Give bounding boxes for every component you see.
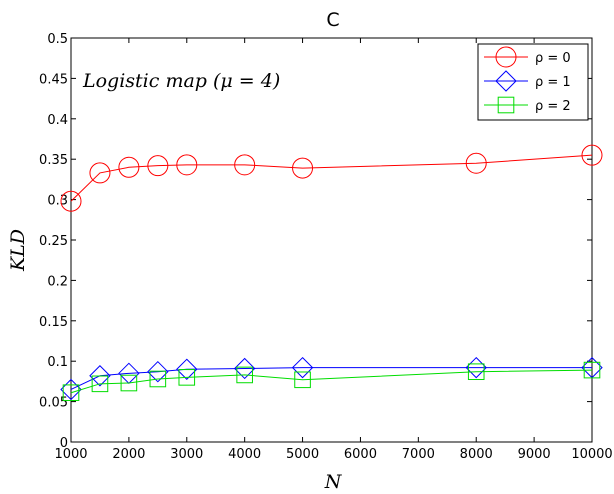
- data-point: [292, 157, 314, 179]
- data-point: [147, 155, 169, 177]
- y-tick-label: 0.05: [39, 396, 68, 411]
- legend-entry: ρ = 2: [484, 96, 571, 114]
- x-tick-label: 1000: [54, 447, 87, 462]
- data-point: [178, 369, 196, 386]
- data-point: [234, 154, 256, 176]
- series-square: [62, 361, 601, 402]
- y-tick-label: 0.35: [39, 153, 68, 168]
- y-tick-label: 0.45: [39, 72, 68, 87]
- plot-axes: 1000 2000 3000 4000 5000 6000 7000 8000 9000 1000…: [39, 32, 613, 462]
- data-point: [118, 156, 140, 178]
- data-point: [62, 384, 80, 402]
- data-point: [291, 356, 314, 379]
- y-axis-label: KLD: [7, 229, 29, 272]
- x-axis-label: N: [324, 471, 343, 493]
- series-line: [70, 154, 593, 202]
- y-tick-label: 0.5: [47, 32, 68, 47]
- legend-label: ρ = 2: [535, 99, 571, 114]
- y-tick-label: 0.1: [47, 355, 68, 370]
- data-point: [176, 358, 198, 380]
- series-circle: [60, 144, 603, 212]
- x-tick-label: 3000: [170, 447, 203, 462]
- data-point: [89, 162, 111, 184]
- data-point: [233, 357, 256, 380]
- y-tick-label: 0.4: [47, 113, 68, 128]
- x-tick-label: 7000: [402, 447, 435, 462]
- data-point: [176, 154, 198, 176]
- legend-marker: [495, 70, 517, 92]
- data-point: [236, 366, 253, 384]
- data-point: [465, 152, 487, 174]
- data-point: [467, 363, 485, 381]
- data-point: [60, 190, 82, 212]
- data-point: [60, 378, 82, 401]
- legend-marker: [495, 46, 517, 68]
- legend-marker: [497, 96, 515, 114]
- y-tick-label: 0.2: [47, 274, 68, 289]
- data-point: [149, 370, 167, 388]
- legend: ρ = 0 ρ = 1 ρ = 2: [477, 43, 589, 121]
- x-tick-label: 8000: [460, 447, 493, 462]
- data-point: [89, 365, 111, 387]
- x-tick-label: 4000: [228, 447, 261, 462]
- legend-entry: ρ = 0: [484, 46, 571, 68]
- series-layer: [60, 144, 603, 402]
- legend-label: ρ = 0: [535, 51, 571, 66]
- data-point: [294, 371, 311, 389]
- chart-title: C: [326, 9, 339, 31]
- data-point: [120, 374, 138, 392]
- legend-entry: ρ = 1: [484, 70, 571, 92]
- y-tick-label: 0.25: [39, 234, 68, 249]
- y-tick-label: 0: [60, 436, 68, 451]
- data-point: [147, 360, 169, 383]
- x-tick-label: 10000: [571, 447, 612, 462]
- x-tick-label: 5000: [286, 447, 319, 462]
- annotation: Logistic map (μ = 4): [82, 70, 280, 92]
- data-point: [91, 375, 109, 393]
- legend-box: [477, 43, 589, 121]
- data-point: [581, 144, 603, 166]
- y-tick-label: 0.3: [47, 194, 68, 209]
- x-tick-label: 2000: [112, 447, 145, 462]
- x-tick-label: 9000: [518, 447, 551, 462]
- data-point: [583, 361, 601, 379]
- series-line: [70, 369, 593, 394]
- legend-label: ρ = 1: [535, 75, 571, 90]
- y-tick-label: 0.15: [39, 315, 68, 330]
- x-tick-label: 6000: [344, 447, 377, 462]
